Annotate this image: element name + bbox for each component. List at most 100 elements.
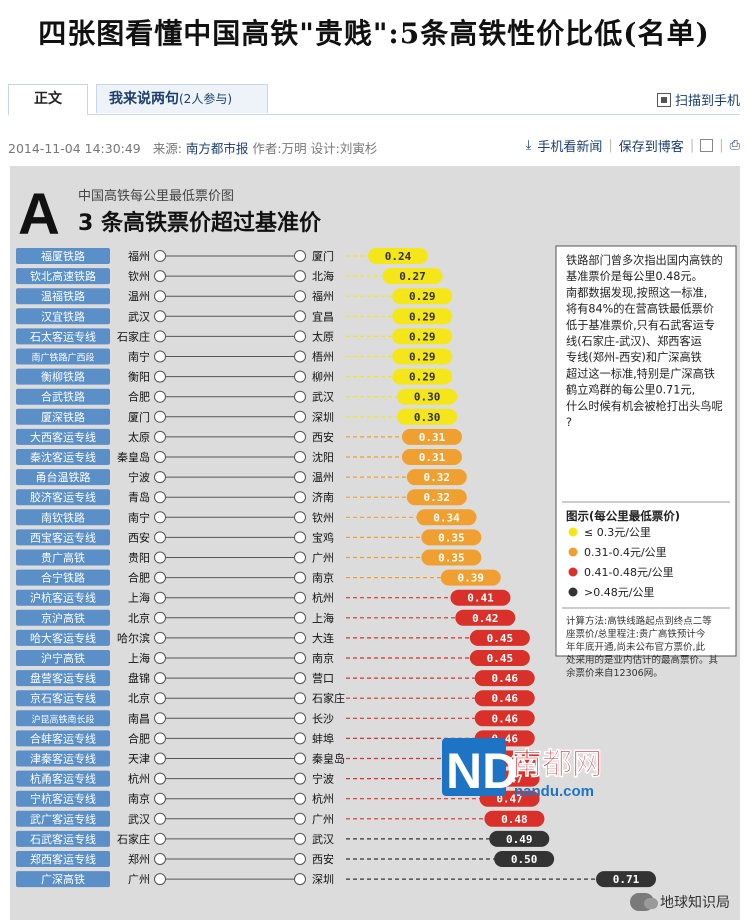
- start-node: [154, 812, 166, 825]
- tab-main-text[interactable]: 正文: [8, 84, 88, 115]
- end-node: [294, 290, 306, 303]
- mobile-news-link[interactable]: 手机看新闻: [537, 140, 603, 155]
- line-name-box: [16, 288, 110, 305]
- chart-row: 南钦铁路 南宁 钦州 0.34: [16, 509, 477, 526]
- chart-row: 京石客运专线 北京 石家庄 0.46: [16, 690, 535, 707]
- line-name-box: [16, 650, 110, 666]
- value-bar: [382, 268, 443, 285]
- start-city: 宁波: [128, 470, 150, 484]
- line-name: 胶济客运专线: [30, 490, 96, 504]
- end-city: 太原: [312, 330, 334, 343]
- end-city: 北海: [312, 269, 334, 283]
- chart-row: 沪宁高铁 上海 南京 0.45: [16, 650, 530, 666]
- start-node: [154, 531, 166, 544]
- font-size-icon[interactable]: [700, 139, 714, 152]
- end-node: [294, 692, 306, 705]
- watermark-text: 地球知识局: [660, 895, 730, 911]
- start-city: 哈尔滨: [117, 631, 150, 645]
- chart-row: 合宁铁路 合肥 南京 0.39: [16, 569, 501, 586]
- line-name: 大西客运专线: [30, 430, 96, 444]
- line-name-box: [16, 509, 110, 526]
- divider: |: [608, 138, 613, 153]
- legend-label: 0.41-0.48元/公里: [584, 566, 674, 579]
- divider: |: [719, 138, 724, 153]
- text-line: ?: [566, 416, 572, 429]
- start-node: [154, 631, 166, 644]
- line-name-box: [16, 790, 110, 807]
- article-tools: ⤓ 手机看新闻 | 保存到博客 | | ⎙: [526, 136, 740, 155]
- value-bar: [397, 408, 458, 425]
- chart-row: 哈大客运专线 哈尔滨 大连 0.45: [16, 629, 530, 646]
- line-name: 郑西客运专线: [30, 852, 96, 866]
- line-name-box: [16, 489, 110, 506]
- end-city: 长沙: [312, 712, 334, 725]
- end-city: 营口: [312, 671, 334, 685]
- line-name-box: [16, 589, 110, 606]
- line-name: 广深高铁: [41, 872, 85, 886]
- logo-cn: 南都网: [512, 747, 602, 782]
- line-name: 沪杭客运专线: [30, 591, 96, 605]
- legend-swatch: [568, 587, 578, 597]
- end-node: [294, 672, 306, 685]
- end-node: [294, 832, 306, 845]
- end-city: 广州: [312, 813, 334, 826]
- end-node: [294, 370, 306, 383]
- value-label: 0.45: [487, 632, 514, 645]
- value-bar: [392, 348, 453, 365]
- scan-to-phone-button[interactable]: 扫描到手机: [656, 90, 740, 109]
- line-name-box: [16, 629, 110, 646]
- start-city: 杭州: [128, 772, 150, 786]
- value-label: 0.30: [414, 391, 441, 404]
- print-icon[interactable]: ⎙: [729, 138, 740, 153]
- value-bar: [455, 609, 516, 626]
- value-label: 0.71: [613, 873, 640, 886]
- end-node: [294, 571, 306, 584]
- start-node: [154, 611, 166, 624]
- start-city: 上海: [128, 591, 150, 605]
- logo-mark: [442, 738, 506, 796]
- line-name: 杭甬客运专线: [30, 772, 96, 786]
- start-node: [154, 873, 166, 886]
- start-city: 温州: [128, 290, 150, 303]
- end-node: [294, 250, 306, 262]
- value-bar: [406, 469, 467, 486]
- value-label: 0.29: [409, 330, 436, 343]
- source-link[interactable]: 南方都市报: [185, 141, 249, 156]
- end-city: 杭州: [312, 591, 334, 605]
- line-name-box: [16, 549, 110, 566]
- line-name-box: [16, 449, 110, 465]
- end-node: [294, 531, 306, 544]
- save-to-blog-link[interactable]: 保存到博客: [618, 140, 684, 155]
- value-label: 0.46: [491, 712, 518, 725]
- value-label: 0.49: [506, 833, 533, 846]
- qr-code-icon: [656, 92, 671, 107]
- value-label: 0.29: [409, 371, 436, 384]
- tab-comments[interactable]: 我来说两句(2人参与): [96, 84, 268, 113]
- chart-row: 南广铁路广西段 南宁 梧州 0.29: [16, 348, 453, 365]
- end-node: [294, 471, 306, 484]
- line-name: 宁杭客运专线: [30, 792, 96, 806]
- end-node: [294, 853, 306, 865]
- value-label: 0.29: [409, 290, 436, 303]
- line-name: 哈大客运专线: [30, 631, 96, 645]
- start-city: 天津: [128, 753, 150, 766]
- start-city: 衡阳: [128, 371, 150, 384]
- legend-swatch: [568, 567, 578, 577]
- start-node: [154, 672, 166, 685]
- value-label: 0.29: [409, 310, 436, 323]
- end-node: [294, 511, 306, 524]
- line-name: 沪昆高铁南长段: [31, 713, 94, 725]
- start-node: [154, 491, 166, 504]
- end-node: [294, 772, 306, 785]
- end-city: 西安: [312, 430, 334, 444]
- start-city: 上海: [128, 651, 150, 665]
- end-city: 南京: [312, 571, 334, 585]
- start-node: [154, 511, 166, 524]
- end-node: [294, 451, 306, 463]
- start-city: 武汉: [128, 813, 150, 826]
- line-name: 厦深铁路: [41, 411, 85, 424]
- text-line: 低于基准票价,只有石武客运专: [566, 318, 715, 332]
- line-name-box: [16, 810, 110, 827]
- start-node: [154, 772, 166, 785]
- end-city: 沈阳: [312, 450, 334, 464]
